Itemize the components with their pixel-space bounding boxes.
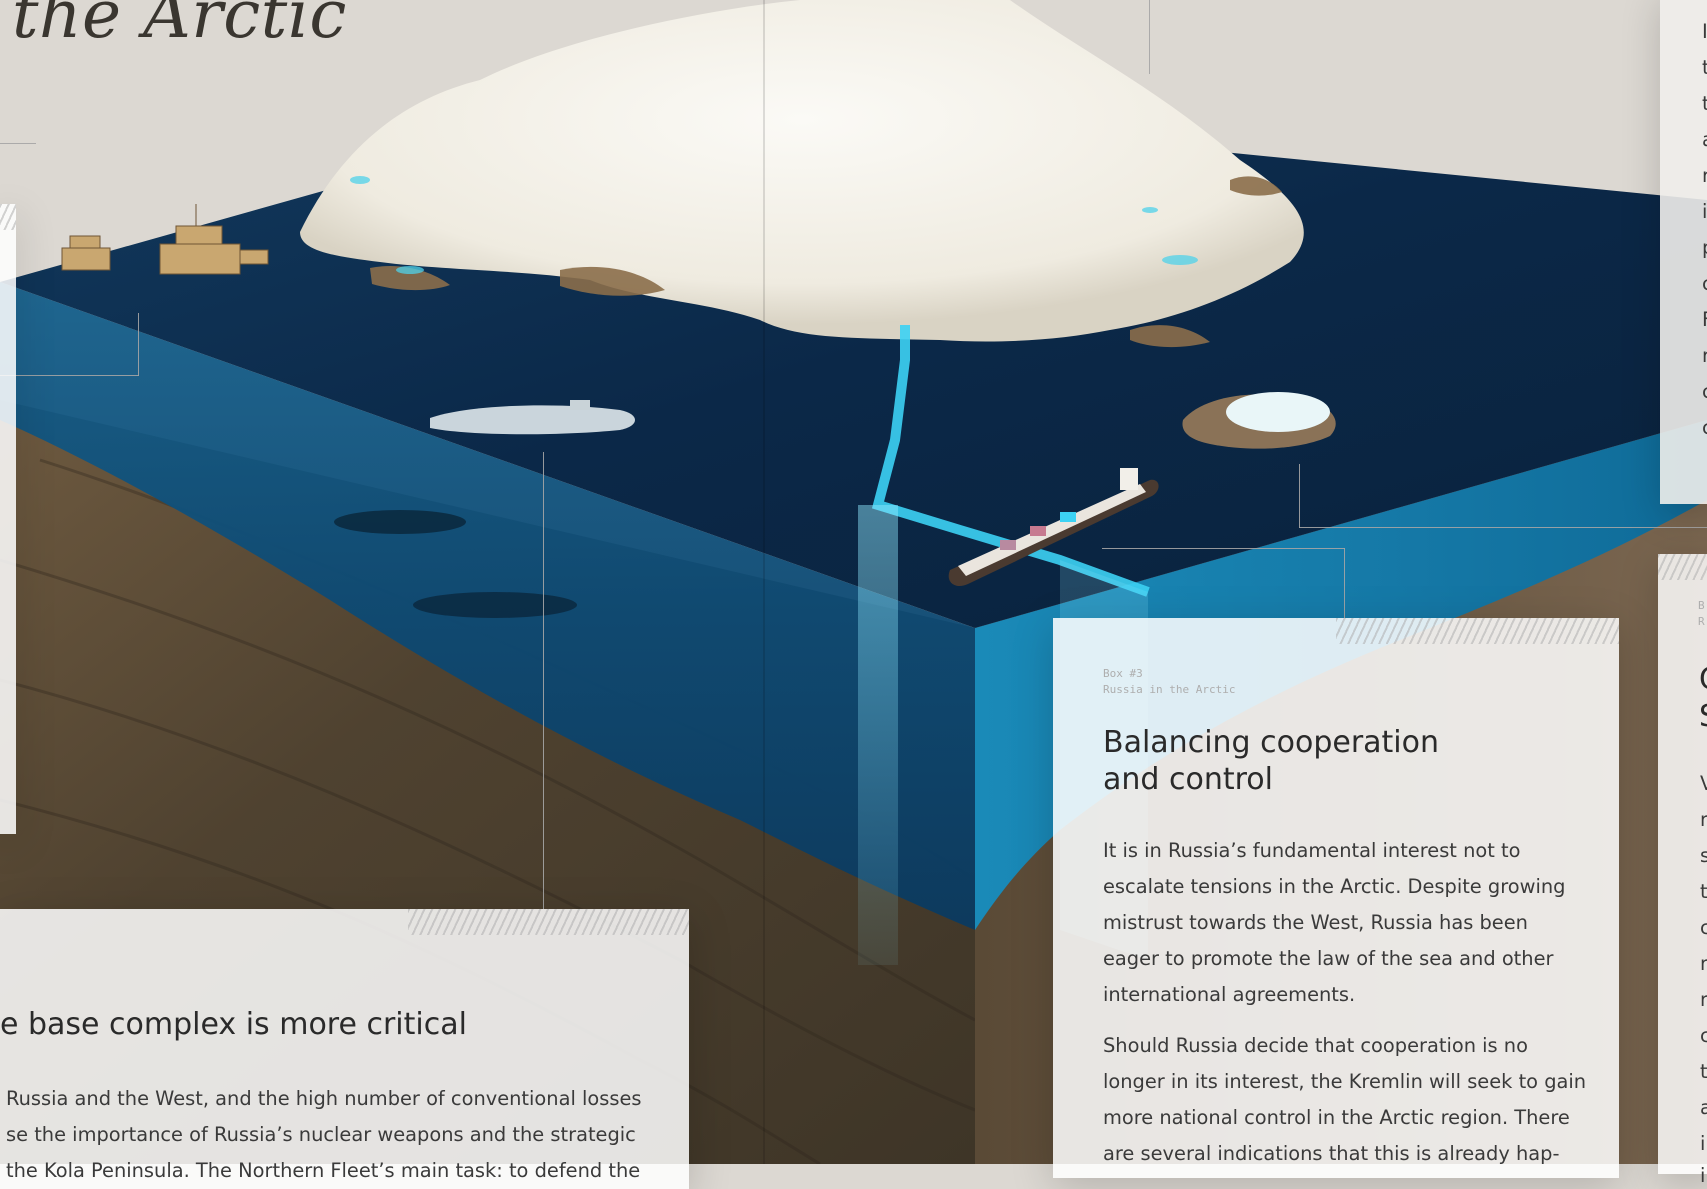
cropped-text: i [1700, 1132, 1706, 1155]
cropped-text: i [1700, 1164, 1706, 1187]
cropped-text: c [1702, 416, 1707, 439]
coast-rock [1230, 176, 1282, 196]
left-info-panel [0, 204, 16, 834]
ice-island-cap [1226, 392, 1330, 432]
paragraph: Should Russia decide that cooperation is… [1103, 1034, 1587, 1165]
cropped-text: V [1700, 772, 1707, 795]
cropped-text: t [1700, 880, 1707, 903]
box-3-russia-in-the-arctic: Box #3 Russia in the Arctic Balancing co… [1053, 618, 1619, 1178]
cropped-text: t [1702, 92, 1707, 115]
callout-line [1344, 548, 1345, 618]
cropped-text: a [1702, 128, 1707, 151]
box-heading: Balancing cooperation and control [1103, 724, 1583, 798]
submarine-shadow [413, 592, 577, 618]
box-body: It is in Russia’s fundamental interest n… [1103, 833, 1589, 1187]
cropped-text: F [1702, 308, 1707, 331]
paragraph: It is in Russia’s fundamental interest n… [1103, 839, 1566, 1006]
cropped-text: r [1702, 344, 1707, 367]
rock-stratum [0, 558, 976, 1022]
callout-line [1149, 0, 1150, 74]
heading-line: Balancing cooperation [1103, 725, 1440, 760]
cropped-text: i [1702, 200, 1707, 223]
callout-line [543, 452, 544, 909]
submarine-sail [570, 400, 590, 410]
box-heading: S [1699, 699, 1707, 734]
cropped-text: r [1700, 988, 1707, 1011]
cropped-text: c [1700, 916, 1707, 939]
box-meta: B R [1698, 598, 1705, 630]
panel-hatch [0, 204, 16, 230]
box-number: Box #3 [1103, 667, 1143, 680]
cargo-ship [948, 468, 1159, 587]
cropped-text: r [1702, 164, 1707, 187]
water-column-right [975, 420, 1707, 930]
panel-hatch [408, 909, 689, 935]
bottom-left-info-box: e base complex is more critical Russia a… [0, 909, 689, 1189]
callout-line [0, 143, 36, 144]
right-column-top: I t t a r i p c F r c c [1660, 0, 1707, 504]
callout-line [1102, 548, 1345, 549]
callout-line [1299, 464, 1300, 528]
cropped-text: t [1700, 1060, 1707, 1083]
box-body: Russia and the West, and the high number… [0, 1081, 689, 1189]
body-line: se the importance of Russia’s nuclear we… [6, 1123, 636, 1146]
cropped-text: p [1702, 236, 1707, 259]
submarine [430, 405, 635, 435]
coast-rock [1130, 325, 1210, 348]
cropped-text: s [1700, 844, 1707, 867]
route-beam [858, 505, 898, 965]
coast-rock [370, 265, 450, 291]
box-number: B [1698, 599, 1705, 612]
box-heading: C [1699, 662, 1707, 697]
box-subtitle: R [1698, 615, 1705, 628]
cropped-text: I [1702, 20, 1707, 43]
cropped-text: c [1702, 380, 1707, 403]
melt-pool [1142, 207, 1158, 213]
coast-rock [560, 266, 665, 296]
ice-sheet [300, 0, 1304, 342]
box-heading: e base complex is more critical [0, 1007, 467, 1042]
box-subtitle: Russia in the Arctic [1103, 683, 1236, 696]
body-line: Russia and the West, and the high number… [6, 1087, 642, 1110]
page-gutter [763, 0, 765, 1164]
melt-pool [350, 176, 370, 184]
cropped-text: c [1700, 1024, 1707, 1047]
cropped-text: a [1700, 1096, 1707, 1119]
submarine-shadow [334, 510, 466, 534]
cropped-text: r [1700, 952, 1707, 975]
callout-line [1299, 527, 1707, 528]
right-column-bottom: B R C S V r s t c r r c t a i i [1658, 554, 1707, 1187]
callout-line [138, 313, 139, 376]
panel-hatch [1658, 554, 1707, 580]
oil-platforms [61, 204, 269, 275]
body-line: the Kola Peninsula. The Northern Fleet’s… [6, 1159, 641, 1182]
cropped-text: r [1700, 808, 1707, 831]
page-title: the Arctic [12, 0, 347, 53]
heading-line: and control [1103, 762, 1273, 797]
cropped-text: t [1702, 56, 1707, 79]
melt-pool [396, 266, 424, 274]
cropped-text: c [1702, 272, 1707, 295]
box-meta: Box #3 Russia in the Arctic [1103, 666, 1235, 698]
melt-pool [1162, 255, 1198, 265]
panel-hatch [1336, 618, 1619, 644]
callout-line [0, 375, 139, 376]
